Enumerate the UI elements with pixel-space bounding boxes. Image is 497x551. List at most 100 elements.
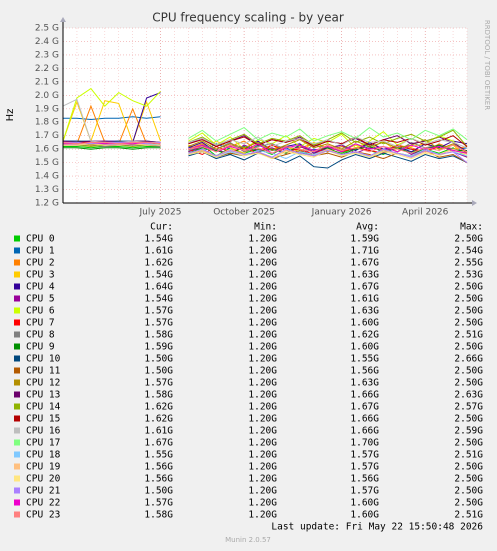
legend-min: 1.20G <box>248 510 277 521</box>
legend-swatch <box>14 283 20 290</box>
legend-header: Cur: <box>150 222 173 233</box>
legend-avg: 1.56G <box>350 366 379 377</box>
legend-avg: 1.66G <box>350 390 379 401</box>
series-line <box>63 147 161 150</box>
grid <box>62 27 468 204</box>
legend-min: 1.20G <box>248 258 277 269</box>
legend-min: 1.20G <box>248 366 277 377</box>
legend-label: CPU 14 <box>26 402 61 413</box>
legend-min: 1.20G <box>248 390 277 401</box>
legend-min: 1.20G <box>248 426 277 437</box>
legend-label: CPU 4 <box>26 282 55 293</box>
legend-avg: 1.71G <box>350 246 379 257</box>
legend-cur: 1.57G <box>144 498 173 509</box>
y-tick-label: 2.0 G <box>35 91 59 101</box>
legend-min: 1.20G <box>248 318 277 329</box>
legend-max: 2.50G <box>454 306 483 317</box>
legend-swatch <box>14 343 20 350</box>
y-axis-label: Hz <box>5 109 16 122</box>
legend-avg: 1.60G <box>350 498 379 509</box>
legend-max: 2.57G <box>454 402 483 413</box>
legend-min: 1.20G <box>248 246 277 257</box>
legend-avg: 1.67G <box>350 258 379 269</box>
legend-cur: 1.50G <box>144 366 173 377</box>
legend-header: Avg: <box>356 222 379 233</box>
legend-swatch <box>14 379 20 386</box>
y-tick-label: 1.2 G <box>35 199 59 209</box>
side-text: RRDTOOL / TOBI OETIKER <box>483 20 491 110</box>
legend-max: 2.51G <box>454 330 483 341</box>
legend-avg: 1.63G <box>350 270 379 281</box>
x-arrow <box>472 200 477 206</box>
legend-cur: 1.54G <box>144 234 173 245</box>
series-line <box>63 141 161 145</box>
legend-avg: 1.60G <box>350 510 379 521</box>
legend-swatch <box>14 391 20 398</box>
legend-max: 2.50G <box>454 294 483 305</box>
legend-avg: 1.55G <box>350 354 379 365</box>
legend-cur: 1.58G <box>144 510 173 521</box>
legend-cur: 1.57G <box>144 378 173 389</box>
legend-min: 1.20G <box>248 282 277 293</box>
chart-title: CPU frequency scaling - by year <box>152 11 344 25</box>
legend-cur: 1.64G <box>144 282 173 293</box>
legend-label: CPU 1 <box>26 246 55 257</box>
legend-cur: 1.57G <box>144 318 173 329</box>
legend-cur: 1.62G <box>144 258 173 269</box>
legend-label: CPU 15 <box>26 414 60 425</box>
y-tick-label: 1.5 G <box>35 158 59 168</box>
legend-swatch <box>14 463 20 470</box>
legend-swatch <box>14 427 20 434</box>
series-line <box>63 146 161 149</box>
series-line <box>188 144 468 154</box>
legend-min: 1.20G <box>248 414 277 425</box>
legend-min: 1.20G <box>248 498 277 509</box>
y-tick-label: 1.3 G <box>35 185 59 195</box>
y-tick-label: 2.3 G <box>35 50 59 60</box>
legend-swatch <box>14 487 20 494</box>
legend-max: 2.50G <box>454 378 483 389</box>
legend-cur: 1.57G <box>144 306 173 317</box>
legend-header: Min: <box>254 222 277 233</box>
legend-cur: 1.58G <box>144 390 173 401</box>
x-tick-label: July 2025 <box>139 208 182 218</box>
legend-label: CPU 17 <box>26 438 60 449</box>
legend-label: CPU 18 <box>26 450 61 461</box>
legend-min: 1.20G <box>248 306 277 317</box>
last-update: Last update: Fri May 22 15:50:48 2026 <box>271 522 483 533</box>
series-line <box>63 143 161 146</box>
legend-swatch <box>14 367 20 374</box>
y-tick-label: 2.4 G <box>35 37 59 47</box>
legend-swatch <box>14 451 20 458</box>
y-tick-label: 2.5 G <box>35 24 59 34</box>
legend-max: 2.63G <box>454 390 483 401</box>
legend-cur: 1.61G <box>144 246 173 257</box>
legend-label: CPU 23 <box>26 510 60 521</box>
y-tick-label: 1.7 G <box>35 131 59 141</box>
legend-min: 1.20G <box>248 450 277 461</box>
legend-max: 2.50G <box>454 486 483 497</box>
legend-max: 2.50G <box>454 462 483 473</box>
legend-cur: 1.56G <box>144 474 173 485</box>
legend-label: CPU 5 <box>26 294 55 305</box>
legend-swatch <box>14 319 20 326</box>
legend-max: 2.50G <box>454 366 483 377</box>
legend-label: CPU 13 <box>26 390 60 401</box>
legend-label: CPU 8 <box>26 330 55 341</box>
series-line <box>188 126 468 142</box>
legend-label: CPU 0 <box>26 234 55 245</box>
legend-label: CPU 7 <box>26 318 55 329</box>
legend-swatch <box>14 439 20 446</box>
series-line <box>188 135 468 148</box>
legend-swatch <box>14 259 20 266</box>
legend-swatch <box>14 511 20 518</box>
legend-cur: 1.67G <box>144 438 173 449</box>
series-line <box>62 87 161 142</box>
legend-swatch <box>14 331 20 338</box>
legend-swatch <box>14 355 20 362</box>
legend-label: CPU 21 <box>26 486 61 497</box>
legend-swatch <box>14 295 20 302</box>
legend-min: 1.20G <box>248 474 277 485</box>
legend-avg: 1.63G <box>350 306 379 317</box>
